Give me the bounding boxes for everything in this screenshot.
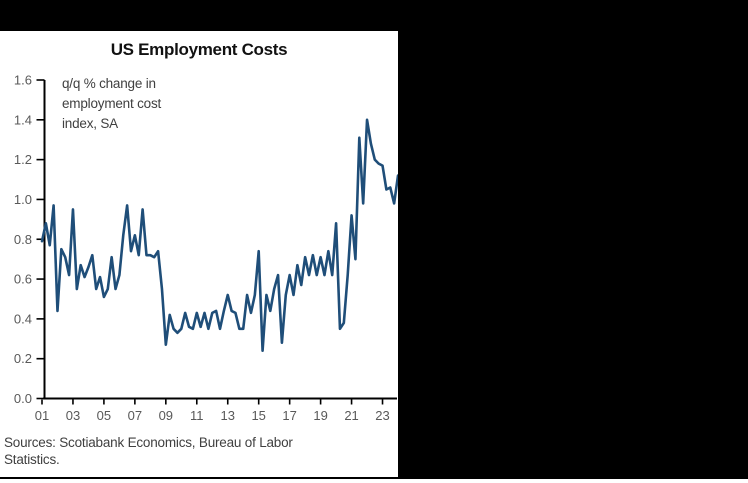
source-line: Sources: Scotiabank Economics, Bureau of… (4, 435, 293, 450)
y-axis-tick-label: 0.6 (14, 272, 32, 287)
x-axis-tick-label: 01 (35, 408, 49, 423)
x-axis-tick-label: 11 (190, 408, 204, 423)
eci-data-line (40, 118, 398, 353)
x-axis-tick-label: 21 (344, 408, 358, 423)
chart-annotation: q/q % change in employment cost index, S… (62, 74, 161, 134)
x-axis-tick-label: 13 (221, 408, 235, 423)
x-axis-tick-label: 09 (159, 408, 173, 423)
y-axis-tick-label: 0.4 (14, 311, 32, 326)
x-axis-tick-label: 15 (251, 408, 265, 423)
source-note: Sources: Scotiabank Economics, Bureau of… (4, 434, 396, 468)
y-axis-tick-label: 0.8 (14, 232, 32, 247)
y-axis-tick-label: 1.2 (14, 152, 32, 167)
x-axis-tick-label: 19 (313, 408, 327, 423)
annotation-line: index, SA (62, 116, 118, 131)
y-axis-tick-label: 0.2 (14, 351, 32, 366)
x-axis-tick-label: 07 (128, 408, 142, 423)
plot-area: 0.0 0.2 0.4 0.6 0.8 1.0 1.2 1.4 1.6 01 03 05 07 09 11 1… (14, 73, 398, 423)
y-axis-tick-label: 1.0 (14, 192, 32, 207)
annotation-line: employment cost (62, 96, 162, 111)
x-axis-tick-label: 03 (66, 408, 80, 423)
y-axis-tick-label: 0.0 (14, 391, 32, 406)
y-axis-tick-label: 1.4 (14, 112, 32, 127)
x-axis-tick-label: 17 (282, 408, 296, 423)
x-axis-tick-label: 05 (97, 408, 111, 423)
annotation-line: q/q % change in (62, 76, 156, 91)
chart-title: US Employment Costs (110, 40, 288, 59)
x-axis-tick-label: 23 (375, 408, 389, 423)
source-line: Statistics. (4, 452, 60, 467)
y-axis-tick-label: 1.6 (14, 73, 32, 88)
employment-costs-chart: US Employment Costs 0.0 0.2 0.4 0.6 0.8 1.0 1.… (0, 31, 398, 477)
